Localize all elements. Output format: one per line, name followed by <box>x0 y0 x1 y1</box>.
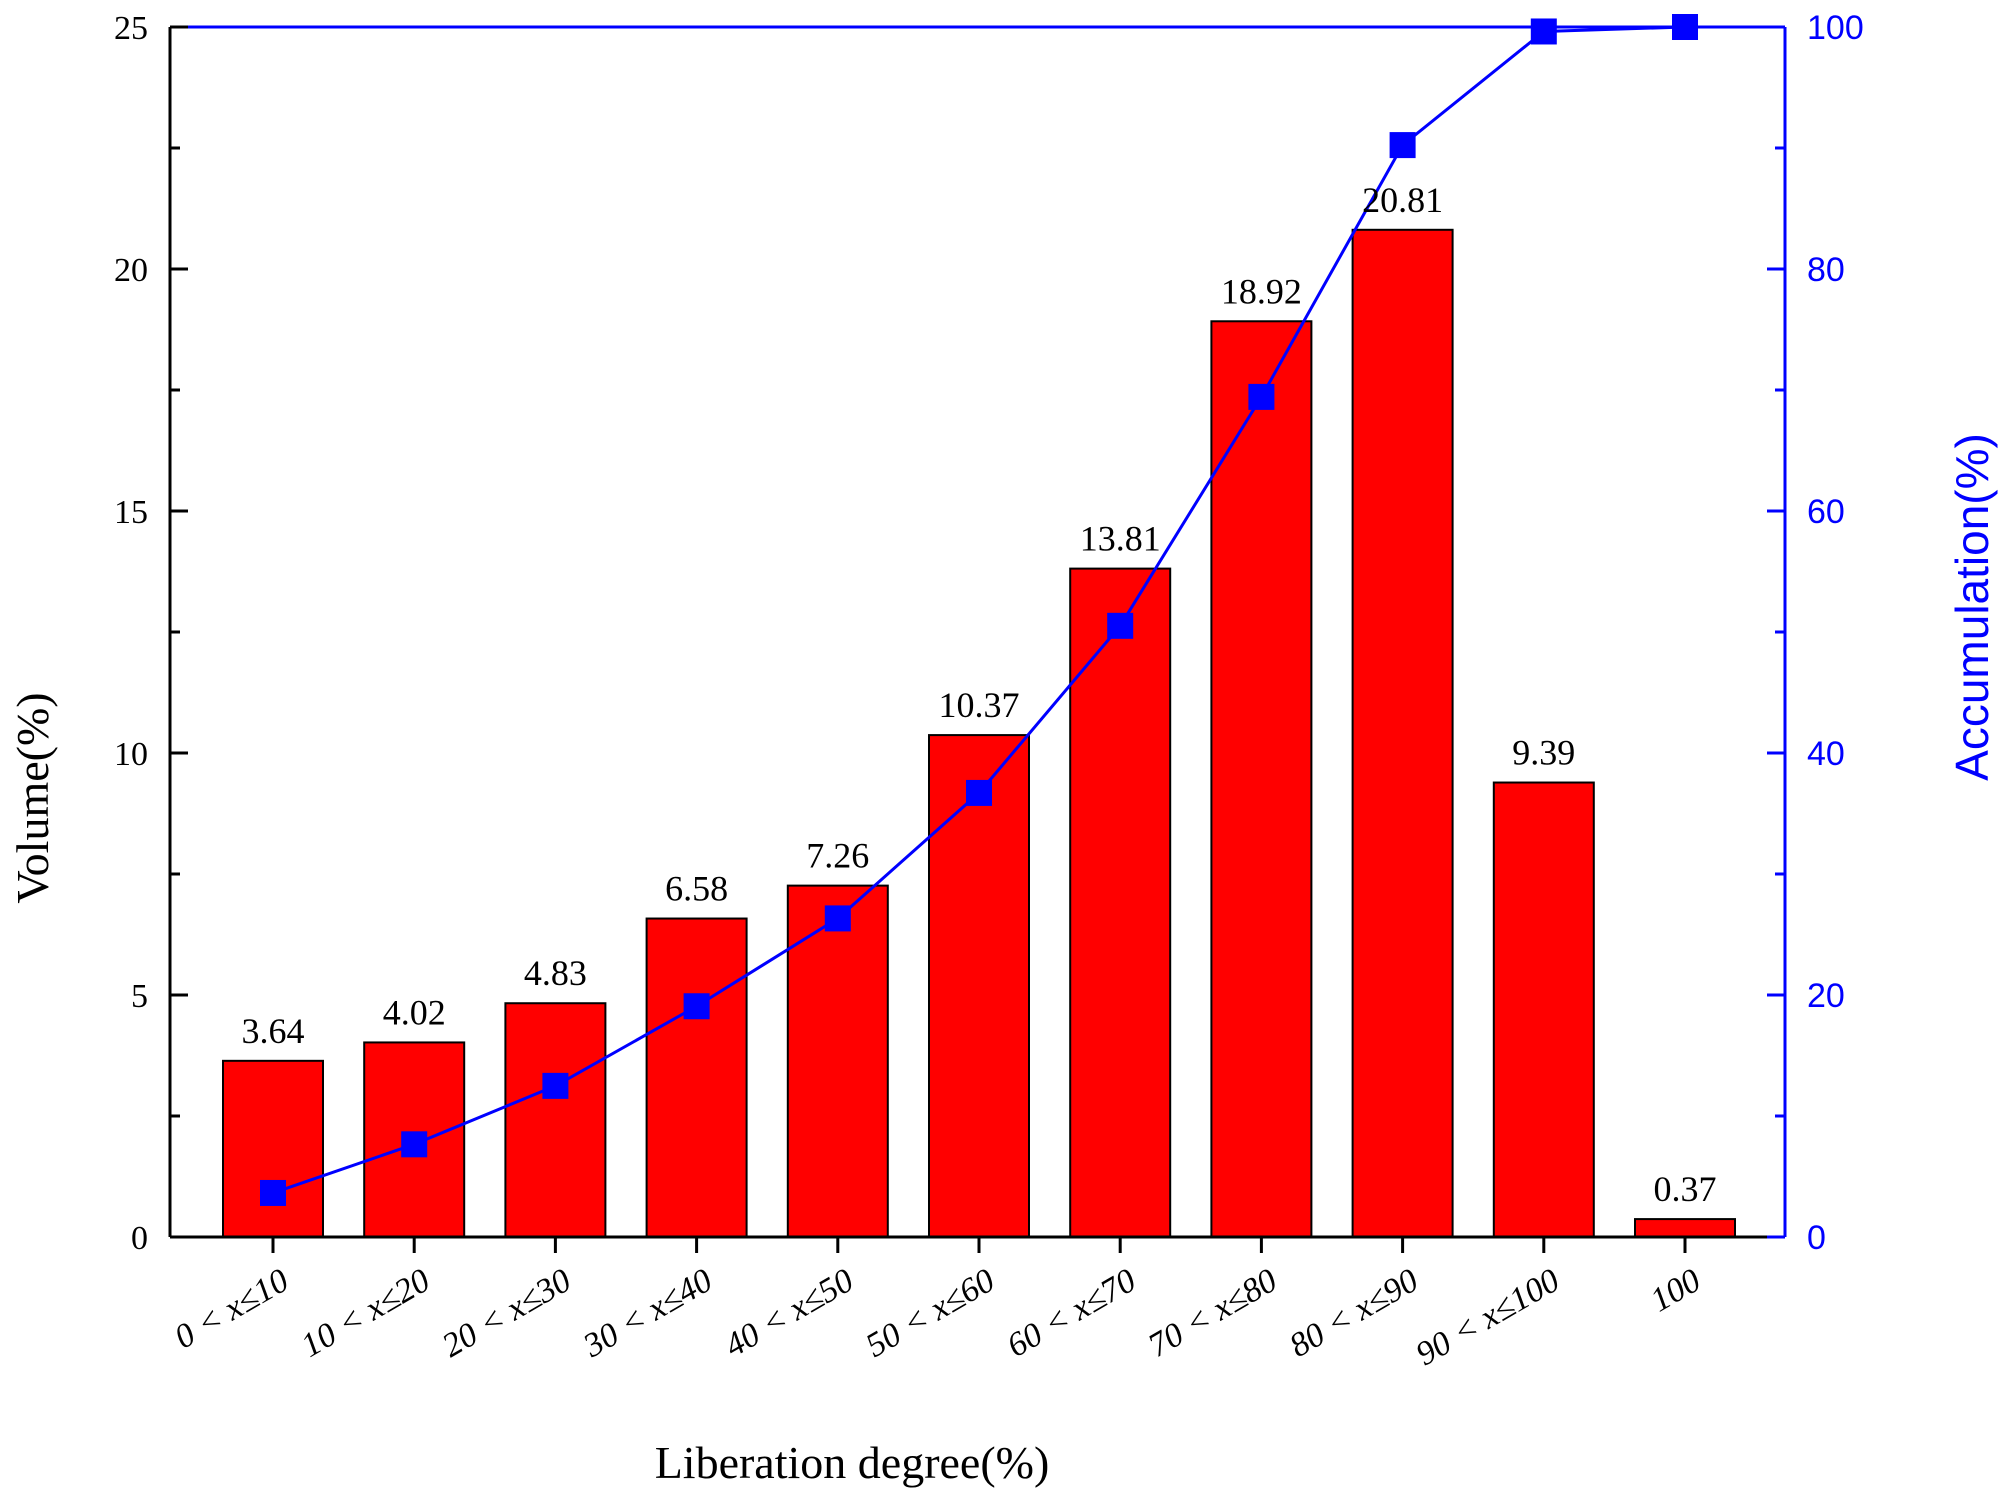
bar-data-label: 7.26 <box>806 836 869 876</box>
accumulation-point <box>1389 132 1416 159</box>
accumulation-point <box>1530 18 1557 45</box>
x-tick-label: 90 < x≤100 <box>1410 1262 1566 1373</box>
x-tick-label: 10 < x≤20 <box>295 1262 436 1365</box>
y-tick-label: 15 <box>114 494 148 531</box>
accumulation-point <box>966 779 992 806</box>
bar-data-label: 0.37 <box>1654 1169 1717 1209</box>
x-tick-label: 60 < x≤70 <box>1001 1262 1142 1365</box>
bar-data-label: 18.92 <box>1221 271 1302 311</box>
x-axis-title: Liberation degree(%) <box>655 1437 1050 1488</box>
y-tick-label: 10 <box>114 736 148 773</box>
y2-tick-label: 40 <box>1807 735 1845 773</box>
x-tick-label: 70 < x≤80 <box>1142 1262 1283 1365</box>
accumulation-point <box>401 1131 428 1158</box>
line-layer <box>260 14 1698 1206</box>
bar <box>1210 320 1313 1239</box>
y2-axis-title: Accumulation(%) <box>1946 433 1998 781</box>
x-tick-label: 20 < x≤30 <box>436 1262 577 1365</box>
x-tick-label: 100 <box>1644 1262 1707 1320</box>
bar-data-label: 10.37 <box>939 685 1020 725</box>
bar <box>928 734 1030 1238</box>
bars-layer <box>222 228 1736 1239</box>
y-axis-title: Volume(%) <box>7 692 58 903</box>
y2-tick-label: 80 <box>1807 251 1845 289</box>
accumulation-point <box>260 1179 286 1206</box>
accumulation-point <box>542 1072 569 1099</box>
bar-data-label: 13.81 <box>1080 519 1161 559</box>
x-tick-label: 80 < x≤90 <box>1283 1262 1424 1365</box>
bar-data-label: 4.02 <box>383 992 446 1032</box>
x-tick-label: 50 < x≤60 <box>860 1262 1001 1365</box>
bar <box>645 917 748 1238</box>
bar <box>1351 228 1454 1238</box>
y-tick-label: 25 <box>114 10 148 47</box>
x-tick-label: 0 < x≤10 <box>169 1262 295 1356</box>
y2-tick-label: 100 <box>1807 9 1864 47</box>
y-tick-label: 5 <box>131 978 148 1015</box>
accumulation-point <box>1248 383 1275 410</box>
axes-layer <box>168 25 1787 1253</box>
bar-data-label: 9.39 <box>1512 733 1575 773</box>
bar-data-label: 20.81 <box>1362 180 1443 220</box>
bar <box>222 1059 324 1238</box>
bar <box>504 1002 607 1239</box>
y2-tick-label: 20 <box>1807 977 1845 1015</box>
accumulation-point <box>824 905 851 932</box>
y2-tick-label: 60 <box>1807 493 1845 531</box>
bar <box>1492 781 1595 1238</box>
accumulation-point <box>683 993 710 1020</box>
bar-data-label: 3.64 <box>242 1011 305 1051</box>
bar <box>786 884 889 1239</box>
bar <box>1069 567 1172 1238</box>
y-tick-label: 20 <box>114 252 148 289</box>
bar-data-label: 6.58 <box>665 869 728 909</box>
y-tick-label: 0 <box>131 1220 148 1257</box>
accumulation-point <box>1107 612 1134 639</box>
x-tick-label: 30 < x≤40 <box>577 1262 719 1365</box>
bar-data-label: 4.83 <box>524 953 587 993</box>
bar <box>1634 1218 1736 1239</box>
x-tick-label: 40 < x≤50 <box>719 1262 860 1365</box>
y2-tick-label: 0 <box>1807 1219 1826 1257</box>
